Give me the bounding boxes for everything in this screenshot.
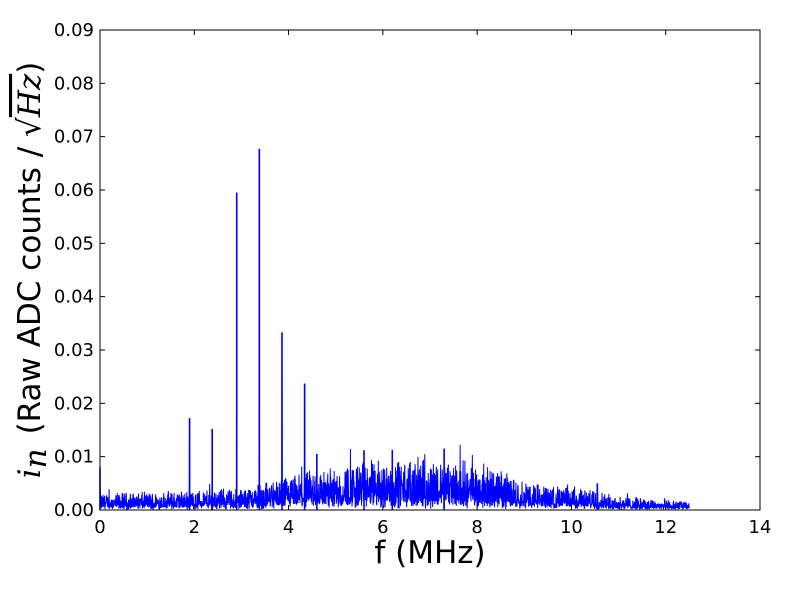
- svg-text:in(Raw ADC counts / √Hz): in (Raw ADC counts / √Hz): [12, 62, 54, 479]
- y-tick-label: 0.05: [54, 233, 94, 254]
- x-tick-label: 0: [94, 517, 105, 538]
- y-tick-label: 0.04: [54, 287, 94, 308]
- y-axis-title-sqrt: √: [12, 117, 48, 137]
- plot-frame: [99, 29, 761, 511]
- y-tick-label: 0.03: [54, 340, 94, 361]
- x-tick-label: 6: [377, 517, 388, 538]
- y-tick-label: 0.06: [54, 180, 94, 201]
- y-tick-label: 0.00: [54, 500, 94, 521]
- x-axis-title: f (MHz): [374, 535, 485, 571]
- y-axis-title-text: (Raw ADC counts /: [12, 137, 48, 435]
- y-tick-label: 0.01: [54, 447, 94, 468]
- y-tick-label: 0.09: [54, 20, 94, 41]
- tick-labels-layer: 0 2 4 6 8 10 12 14 0.00 0.01 0.02 0.03 0.04 0.05 0.06 0…: [54, 20, 772, 538]
- y-axis-title: in (Raw ADC counts / √Hz): [12, 62, 54, 479]
- y-tick-label: 0.02: [54, 393, 94, 414]
- y-axis-title-close: ): [12, 62, 48, 74]
- x-tick-label: 8: [471, 517, 482, 538]
- y-axis-title-unit: Hz: [12, 73, 48, 118]
- x-tick-label: 2: [189, 517, 200, 538]
- y-axis-title-subscript: n: [18, 448, 54, 468]
- y-axis-title-symbol: i: [12, 468, 48, 478]
- x-tick-label: 10: [560, 517, 583, 538]
- y-tick-label: 0.07: [54, 127, 94, 148]
- y-tick-label: 0.08: [54, 73, 94, 94]
- x-tick-label: 12: [654, 517, 677, 538]
- x-tick-label: 4: [283, 517, 294, 538]
- spectrum-series-line-0: [99, 148, 690, 511]
- series-layer: [99, 148, 690, 511]
- x-tick-label: 14: [749, 517, 772, 538]
